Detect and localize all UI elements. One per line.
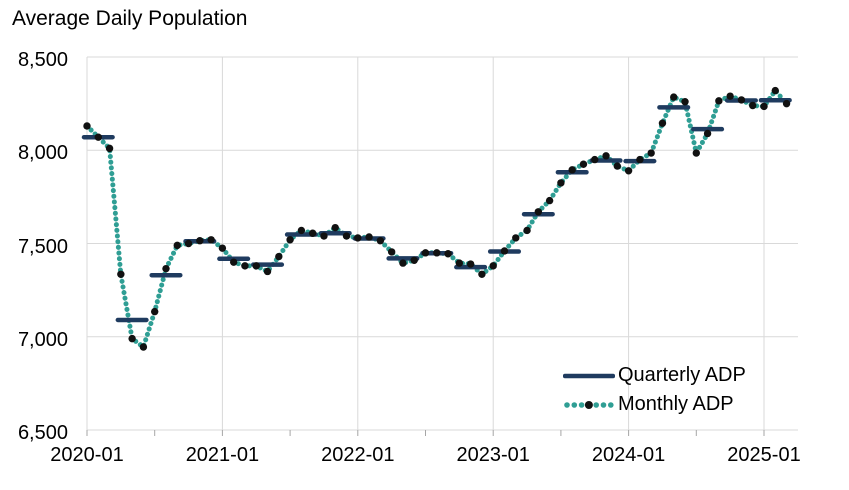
x-axis-tick-label: 2024-01: [591, 444, 666, 466]
monthly-adp-marker: [602, 152, 610, 160]
monthly-adp-marker: [410, 256, 418, 264]
monthly-adp-marker: [252, 262, 260, 270]
monthly-adp-marker: [387, 248, 396, 256]
monthly-adp-marker: [636, 155, 644, 164]
y-axis-tick-label: 8,000: [17, 142, 68, 165]
legend-monthly-teal-dot: [571, 401, 578, 408]
monthly-adp-marker: [162, 264, 170, 273]
monthly-adp-marker: [523, 226, 531, 235]
legend-monthly-teal-dot: [564, 401, 570, 408]
monthly-adp-marker: [726, 92, 734, 100]
monthly-adp-marker: [207, 236, 215, 244]
monthly-adp-marker: [534, 208, 543, 216]
legend-monthly-teal-dot: [608, 401, 614, 408]
monthly-adp-marker: [275, 252, 283, 261]
monthly-adp-marker: [320, 232, 328, 240]
monthly-adp-marker: [760, 102, 768, 111]
monthly-adp-marker: [376, 237, 385, 245]
y-axis-tick-label: 6,500: [17, 422, 68, 444]
monthly-adp-marker: [455, 259, 464, 267]
monthly-adp-marker: [500, 247, 509, 255]
monthly-adp-dotted-line: [84, 86, 790, 352]
monthly-adp-marker: [151, 307, 159, 316]
monthly-adp-marker: [308, 229, 317, 237]
legend-monthly-dotted-swatch: [564, 400, 614, 409]
monthly-adp-marker: [365, 233, 373, 241]
legend-row-monthly: Monthly ADP: [563, 390, 746, 419]
monthly-adp-marker: [128, 334, 136, 343]
monthly-adp-marker: [196, 237, 204, 245]
legend-row-quarterly: Quarterly ADP: [563, 361, 746, 390]
monthly-adp-marker: [670, 93, 678, 101]
x-axis-tick-label: 2021-01: [185, 444, 260, 466]
monthly-adp-marker: [647, 149, 655, 157]
monthly-adp-marker: [557, 179, 565, 187]
legend-monthly-teal-dot: [593, 401, 599, 408]
monthly-adp-marker: [579, 160, 588, 168]
chart-title: Average Daily Population: [12, 7, 248, 30]
y-axis-tick-label: 7,500: [17, 235, 68, 258]
monthly-adp-marker: [94, 133, 102, 141]
monthly-adp-marker: [173, 241, 181, 250]
y-axis-tick-label: 8,500: [17, 49, 68, 71]
legend-monthly-teal-dot: [600, 401, 607, 408]
monthly-adp-marker: [229, 258, 238, 266]
monthly-adp-marker: [263, 267, 272, 276]
monthly-adp-marker: [218, 244, 227, 252]
monthly-adp-marker: [433, 249, 441, 257]
monthly-adp-marker: [591, 155, 599, 164]
monthly-adp-marker: [613, 162, 622, 170]
x-axis-tick-label: 2020-01: [50, 444, 124, 466]
monthly-adp-marker: [83, 122, 91, 130]
monthly-adp-marker: [117, 270, 125, 278]
monthly-adp-marker: [568, 166, 576, 174]
monthly-adp-marker: [241, 262, 249, 270]
monthly-adp-marker: [771, 86, 779, 95]
monthly-adp-marker: [624, 167, 633, 175]
monthly-adp-marker: [342, 232, 351, 240]
legend-quarterly-line-swatch: [563, 373, 615, 378]
monthly-adp-marker: [444, 250, 452, 258]
monthly-adp-marker: [658, 119, 667, 127]
monthly-adp-marker: [297, 226, 306, 235]
monthly-adp-marker: [331, 223, 339, 232]
monthly-adp-marker: [105, 144, 114, 153]
monthly-adp-marker: [399, 259, 407, 267]
legend-monthly-teal-dot: [578, 401, 585, 408]
legend-quarterly-label: Quarterly ADP: [618, 364, 746, 386]
monthly-adp-marker: [545, 196, 554, 205]
x-axis-tick-label: 2025-01: [727, 444, 801, 466]
monthly-adp-marker: [354, 234, 362, 242]
x-axis-tick-label: 2022-01: [321, 444, 395, 466]
monthly-adp-marker: [737, 96, 746, 104]
monthly-adp-marker: [421, 249, 430, 257]
monthly-adp-marker: [184, 239, 193, 248]
monthly-adp-marker: [466, 260, 475, 268]
legend-monthly-label: Monthly ADP: [618, 393, 734, 415]
monthly-adp-marker: [782, 99, 791, 108]
monthly-adp-marker: [692, 149, 700, 157]
monthly-adp-marker: [681, 98, 689, 106]
monthly-adp-marker: [139, 343, 148, 351]
monthly-adp-marker: [286, 236, 294, 244]
y-axis-tick-label: 7,000: [17, 328, 68, 351]
monthly-adp-marker: [512, 234, 520, 242]
monthly-adp-marker: [703, 129, 712, 138]
monthly-adp-marker: [489, 262, 497, 270]
monthly-adp-marker: [478, 270, 486, 278]
x-axis-tick-label: 2023-01: [456, 444, 530, 466]
monthly-adp-marker: [715, 97, 723, 105]
monthly-adp-marker: [749, 101, 757, 110]
legend: Quarterly ADP Monthly ADP: [563, 361, 746, 419]
legend-monthly-marker-dot: [584, 400, 593, 409]
